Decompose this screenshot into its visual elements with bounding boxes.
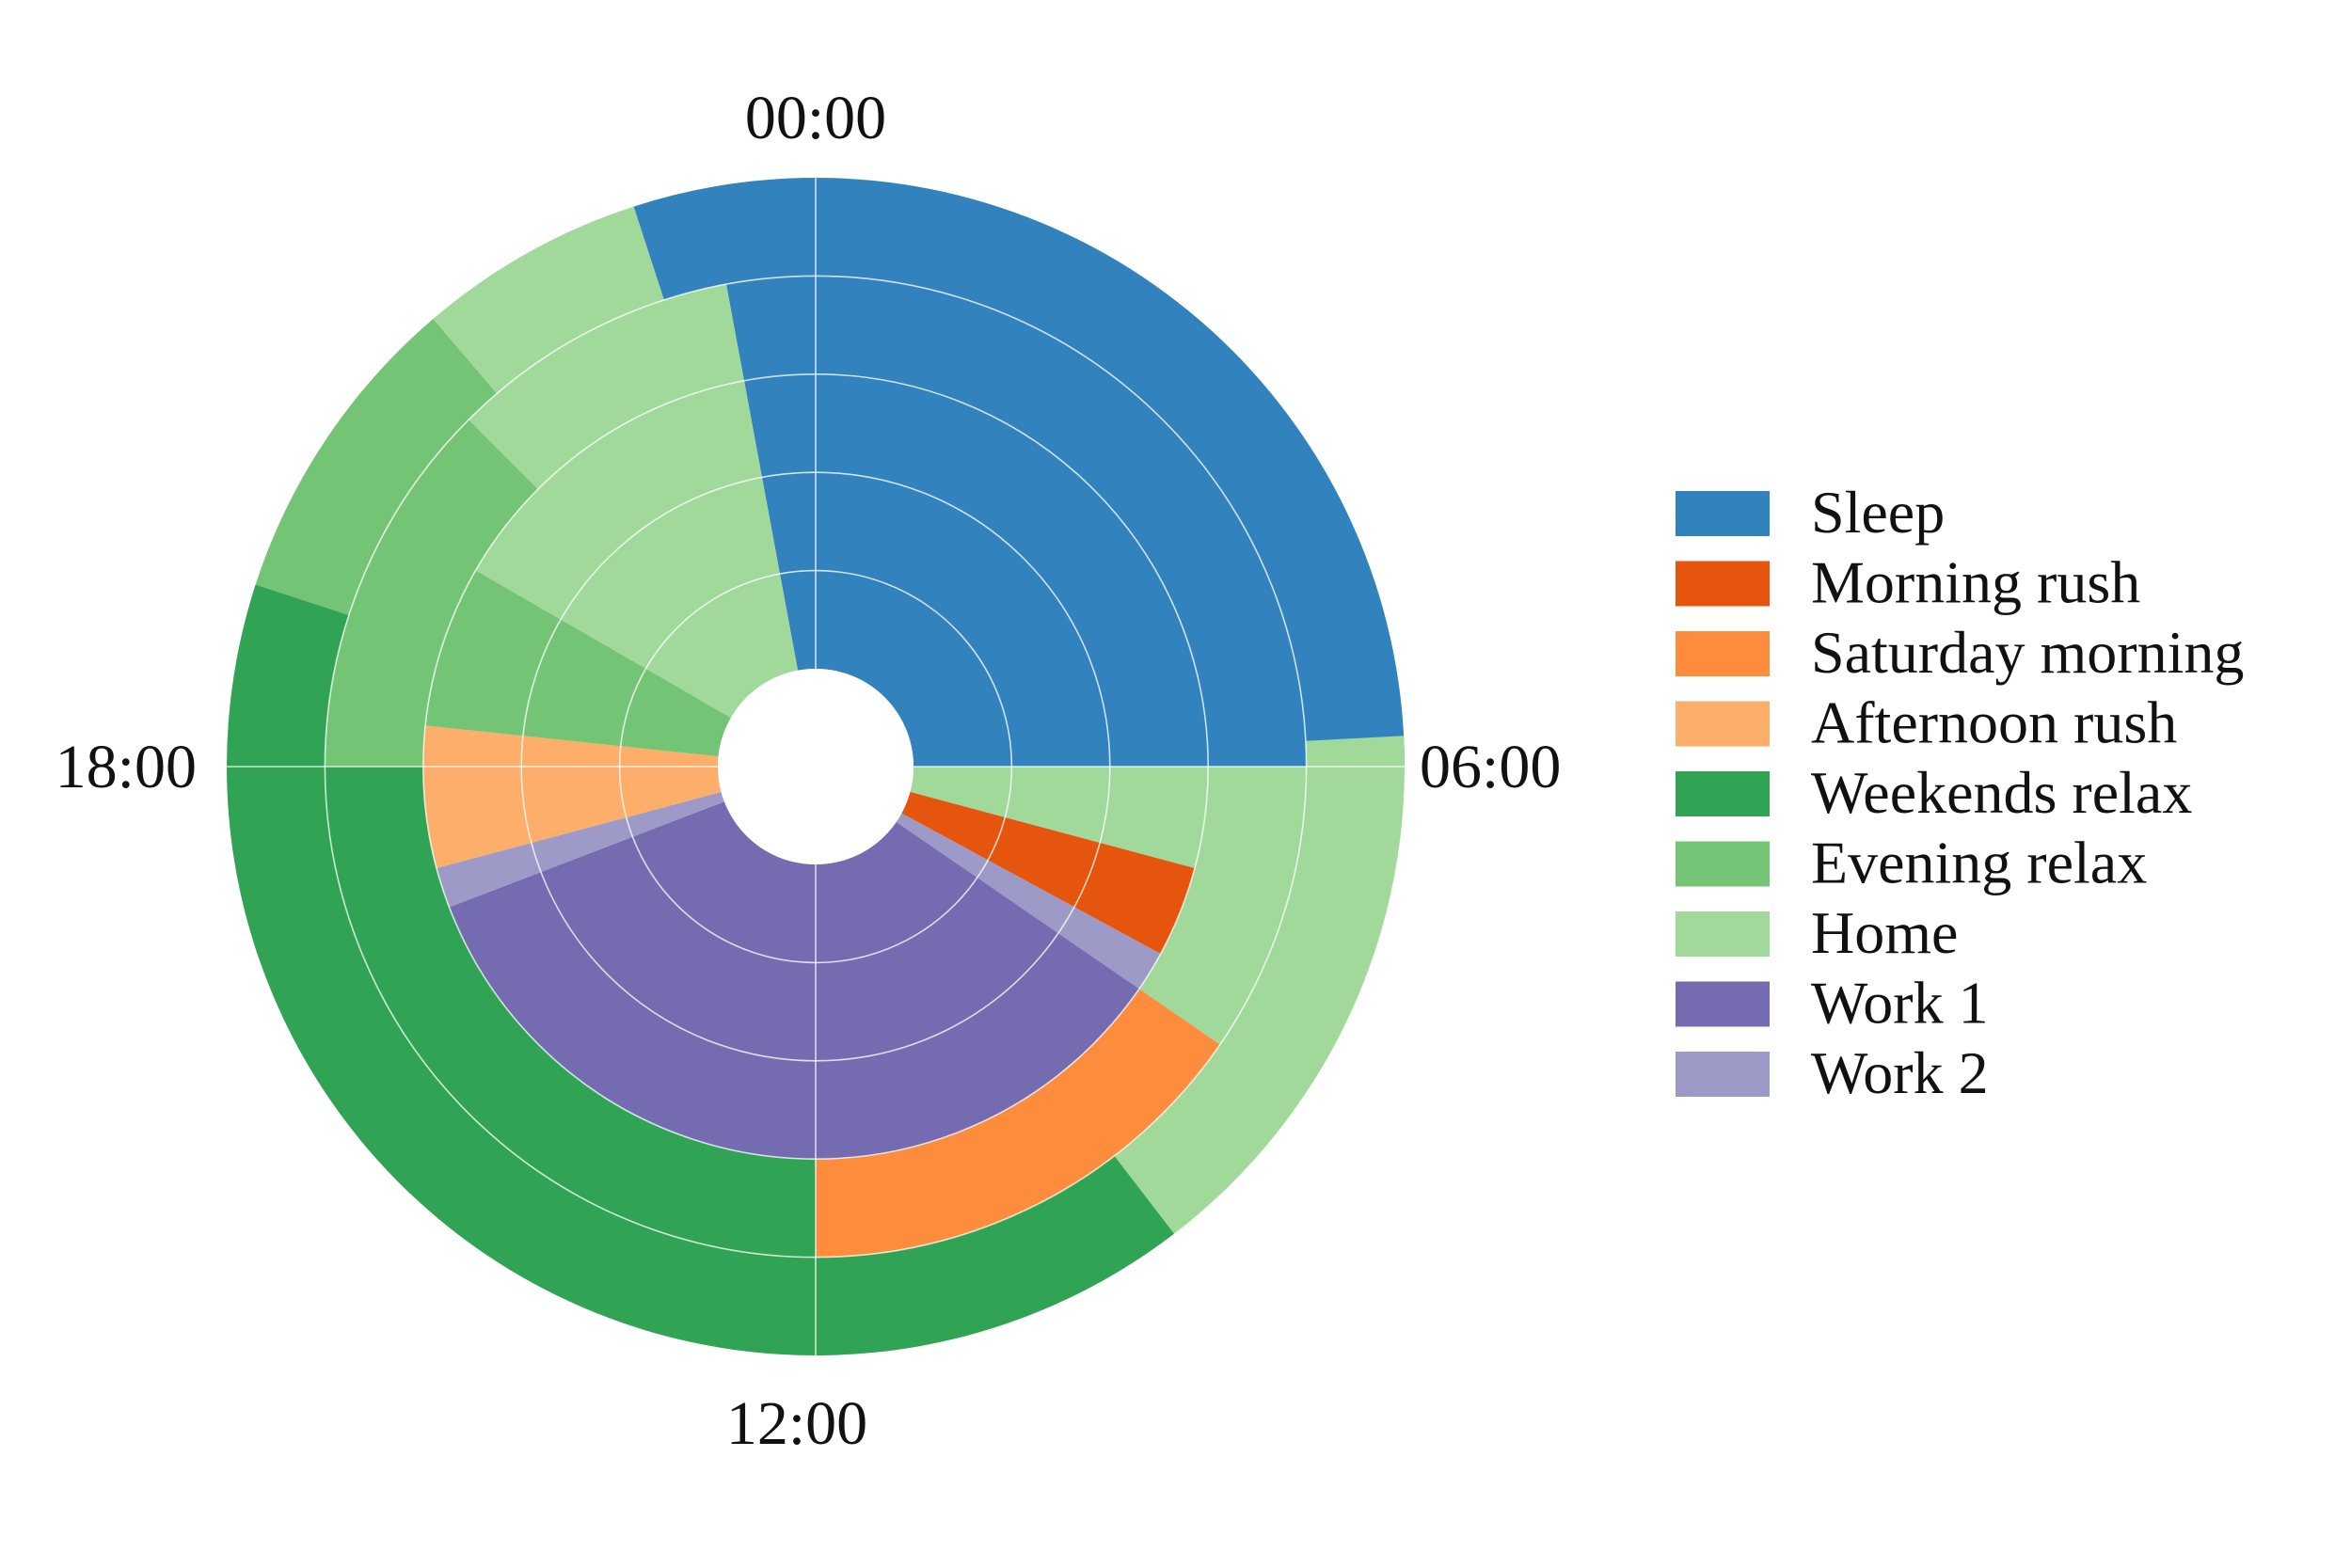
legend-label-evening-relax: Evening relax xyxy=(1811,830,2147,896)
segment-home-ring-1-38 xyxy=(645,574,799,718)
segment-sleep-ring-2-6 xyxy=(761,472,816,575)
segment-work-1-ring-1-22 xyxy=(632,801,977,963)
segment-evening-relax-ring-3-35 xyxy=(425,570,562,736)
segment-sleep-ring-3-7 xyxy=(743,373,816,478)
segment-work-2-ring-1-18 xyxy=(896,813,989,879)
legend-label-afternoon-rush: Afternoon rush xyxy=(1811,689,2177,756)
segment-sleep-ring-5-4 xyxy=(816,178,1405,767)
segment-sleep-ring-5-9 xyxy=(633,178,816,300)
legend-label-home: Home xyxy=(1811,899,1958,966)
segment-weekends-relax-ring-4-26 xyxy=(325,767,816,1258)
legend-swatch-work-2 xyxy=(1676,1052,1770,1097)
legend-label-sleep: Sleep xyxy=(1811,479,1945,546)
segment-evening-relax-ring-5-37 xyxy=(255,318,498,615)
legend-label-work-1: Work 1 xyxy=(1811,970,1989,1037)
segment-work-2-ring-3-20 xyxy=(1057,907,1161,990)
segment-morning-rush-ring-2-16 xyxy=(988,816,1101,908)
legend-swatch-work-1 xyxy=(1676,981,1770,1027)
segment-home-ring-3-40 xyxy=(475,380,762,620)
ring-segments xyxy=(227,178,1405,1355)
tick-label-12-00: 12:00 xyxy=(726,1389,867,1458)
polar-grid xyxy=(227,178,1405,1355)
segment-home-ring-4-13 xyxy=(1138,767,1307,1045)
legend-label-morning-rush: Morning rush xyxy=(1811,549,2140,616)
legend-swatch-home xyxy=(1676,911,1770,957)
segment-sleep-ring-2-1 xyxy=(816,472,1110,767)
segment-work-2-ring-2-28 xyxy=(531,816,633,873)
center-hole xyxy=(718,669,913,864)
segment-work-1-ring-3-24 xyxy=(449,872,1139,1160)
legend-swatch-weekends-relax xyxy=(1676,771,1770,816)
segment-work-2-ring-3-29 xyxy=(437,842,541,908)
segment-morning-rush-ring-1-15 xyxy=(901,791,1006,861)
segment-sleep-ring-4-3 xyxy=(816,276,1307,767)
segment-home-ring-2-39 xyxy=(561,477,781,669)
tick-label-18-00: 18:00 xyxy=(56,733,197,801)
angle-tick-labels: 00:00 06:00 12:00 18:00 xyxy=(56,84,1562,1458)
segment-evening-relax-ring-2-34 xyxy=(522,619,646,747)
segment-sleep-ring-1-5 xyxy=(780,570,816,671)
segment-weekends-relax-ring-5-25 xyxy=(227,584,1175,1355)
segment-home-ring-5-14 xyxy=(1114,736,1405,1234)
legend-swatch-sleep xyxy=(1676,491,1770,536)
segment-home-ring-5-42 xyxy=(433,206,664,394)
legend-swatch-evening-relax xyxy=(1676,841,1770,887)
segment-work-1-ring-2-23 xyxy=(540,836,1058,1061)
legend-swatch-saturday-morning xyxy=(1676,631,1770,676)
segment-home-ring-2-11 xyxy=(1005,767,1110,843)
tick-label-06-00: 06:00 xyxy=(1420,733,1561,801)
segment-home-ring-1-10 xyxy=(910,767,1012,817)
legend-label-work-2: Work 2 xyxy=(1811,1039,1989,1106)
segment-afternoon-rush-ring-1-30 xyxy=(619,746,722,817)
tick-label-00-00: 00:00 xyxy=(745,84,886,152)
segment-sleep-ring-1-0 xyxy=(816,570,1012,767)
segment-work-2-ring-2-19 xyxy=(977,860,1074,934)
segment-morning-rush-ring-3-17 xyxy=(1073,842,1195,955)
legend-swatch-morning-rush xyxy=(1676,561,1770,607)
segment-saturday-morning-ring-4-21 xyxy=(816,989,1220,1258)
legend-label-weekends-relax: Weekends relax xyxy=(1811,759,2192,826)
segment-sleep-ring-3-2 xyxy=(816,373,1209,767)
segment-evening-relax-ring-4-36 xyxy=(325,420,538,767)
segment-afternoon-rush-ring-3-32 xyxy=(422,725,532,868)
legend-label-saturday-morning: Saturday morning xyxy=(1811,619,2244,686)
segment-work-2-ring-1-27 xyxy=(626,791,724,837)
segment-home-ring-4-41 xyxy=(469,284,744,489)
legend-swatch-afternoon-rush xyxy=(1676,701,1770,747)
segment-sleep-ring-4-8 xyxy=(725,276,816,381)
segment-evening-relax-ring-1-33 xyxy=(620,668,731,757)
segment-afternoon-rush-ring-2-31 xyxy=(521,736,627,843)
segment-home-ring-3-12 xyxy=(1100,767,1209,868)
